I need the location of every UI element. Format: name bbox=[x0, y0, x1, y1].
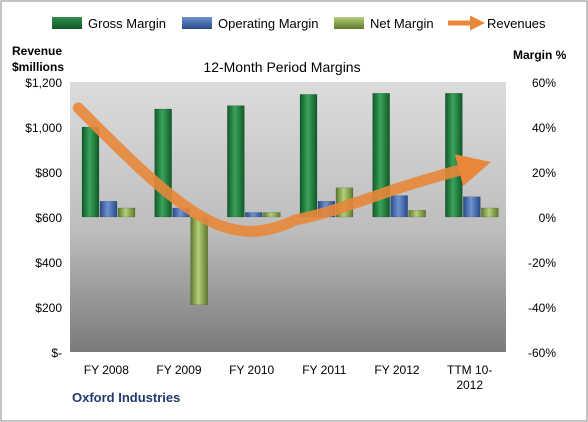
left-tick-label: $200 bbox=[35, 301, 62, 315]
left-tick-label: $800 bbox=[35, 166, 62, 180]
legend-label-operating: Operating Margin bbox=[218, 16, 318, 31]
bar-operating-margin bbox=[99, 201, 118, 218]
plot-area bbox=[70, 82, 506, 352]
legend: Gross Margin Operating Margin Net Margin… bbox=[52, 15, 546, 31]
right-axis-title: Margin % bbox=[513, 48, 567, 62]
legend-swatch-gross bbox=[52, 17, 82, 29]
category-label: 2012 bbox=[456, 378, 483, 392]
company-name: Oxford Industries bbox=[72, 390, 180, 405]
bar-net-margin bbox=[481, 207, 499, 218]
left-tick-label: $600 bbox=[35, 211, 62, 225]
bar-gross-margin bbox=[445, 93, 463, 218]
legend-swatch-operating bbox=[182, 17, 212, 29]
category-label: FY 2008 bbox=[84, 363, 129, 377]
left-tick-label: $- bbox=[51, 346, 62, 360]
bar-operating-margin bbox=[463, 196, 481, 218]
right-tick-label: 40% bbox=[532, 121, 556, 135]
legend-label-gross: Gross Margin bbox=[88, 16, 166, 31]
category-label: TTM 10- bbox=[447, 363, 492, 377]
right-tick-label: -20% bbox=[528, 256, 556, 270]
right-tick-label: 60% bbox=[532, 76, 556, 90]
left-tick-label: $400 bbox=[35, 256, 62, 270]
legend-swatch-net bbox=[334, 17, 364, 29]
left-axis-title-line1: Revenue bbox=[12, 44, 62, 58]
bar-net-margin bbox=[263, 212, 281, 218]
right-tick-label: 0% bbox=[539, 211, 557, 225]
bar-operating-margin bbox=[390, 195, 408, 218]
left-axis-title-line2: $millions bbox=[12, 60, 64, 74]
revenue-trend-arrow bbox=[72, 102, 491, 237]
left-tick-label: $1,200 bbox=[25, 76, 62, 90]
category-label: FY 2010 bbox=[229, 363, 274, 377]
bar-gross-margin bbox=[299, 94, 318, 218]
legend-label-net: Net Margin bbox=[370, 16, 434, 31]
category-label: FY 2012 bbox=[374, 363, 419, 377]
bar-gross-margin bbox=[227, 105, 245, 218]
bar-net-margin bbox=[408, 210, 426, 218]
chart-title: 12-Month Period Margins bbox=[203, 59, 360, 75]
legend-label-revenues: Revenues bbox=[487, 16, 546, 31]
right-tick-label: -40% bbox=[528, 301, 556, 315]
right-tick-label: 20% bbox=[532, 166, 556, 180]
category-label: FY 2009 bbox=[156, 363, 201, 377]
bar-net-margin bbox=[117, 207, 136, 218]
bar-net-margin bbox=[190, 216, 208, 305]
right-tick-label: -60% bbox=[528, 346, 556, 360]
bar-gross-margin bbox=[81, 126, 100, 218]
bar-operating-margin bbox=[245, 212, 263, 218]
bar-gross-margin bbox=[372, 93, 390, 218]
category-label: FY 2011 bbox=[302, 363, 347, 377]
left-tick-label: $1,000 bbox=[25, 121, 62, 135]
